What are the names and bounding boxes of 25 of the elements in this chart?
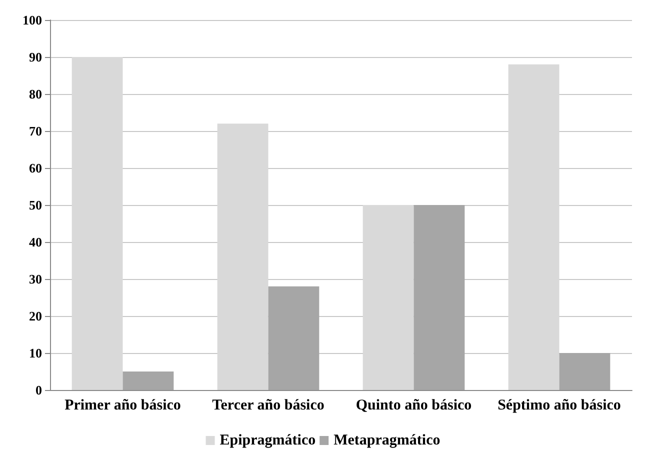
bar <box>217 124 268 390</box>
bar <box>559 353 610 390</box>
y-tick-label: 0 <box>36 382 42 398</box>
bar <box>72 57 123 390</box>
y-tick-label: 30 <box>29 272 42 286</box>
x-tick-label: Séptimo año básico <box>498 398 621 414</box>
bar <box>414 205 465 390</box>
x-tick-label: Primer año básico <box>64 398 181 414</box>
x-tick-label: Quinto año básico <box>356 398 472 414</box>
bar <box>508 64 560 390</box>
bar <box>268 286 320 390</box>
legend-label: Epipragmático <box>220 432 316 448</box>
bar <box>362 205 414 390</box>
y-tick-label: 40 <box>29 234 42 250</box>
legend-label: Metapragmático <box>334 432 440 448</box>
y-tick-label: 90 <box>29 50 42 64</box>
y-tick-label: 50 <box>29 198 42 212</box>
y-tick-label: 10 <box>29 346 42 360</box>
y-tick-label: 20 <box>29 308 42 324</box>
bar <box>122 372 174 390</box>
y-tick-label: 100 <box>22 12 42 28</box>
x-tick-label: Tercer año básico <box>212 398 324 414</box>
y-tick-label: 80 <box>29 86 42 102</box>
y-tick-label: 70 <box>29 124 42 138</box>
y-tick-label: 60 <box>29 160 42 176</box>
